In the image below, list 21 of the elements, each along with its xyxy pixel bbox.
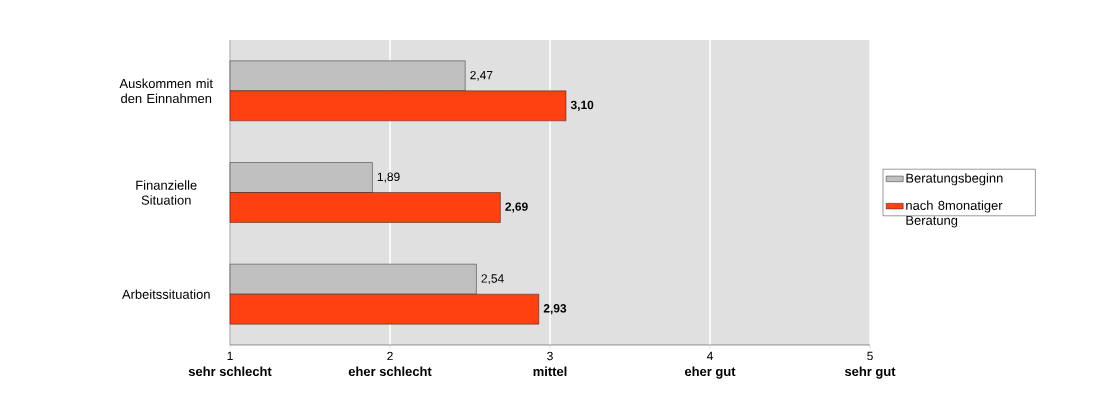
data-label: 3,10 xyxy=(570,100,594,111)
x-tick-label: 4 xyxy=(706,351,713,360)
text: eher gut xyxy=(684,366,736,379)
text: sehr gut xyxy=(844,366,896,379)
y-tick-label: Arbeitssituation xyxy=(121,289,210,299)
legend-label: Beratungsbeginn xyxy=(906,173,1003,186)
data-label: 2,54 xyxy=(481,274,504,285)
data-label: 2,69 xyxy=(505,202,528,213)
x-tick-label: 1 xyxy=(227,351,233,360)
text: eher schlecht xyxy=(348,366,432,377)
x-tick-label: 3 xyxy=(547,351,553,361)
text: mittel xyxy=(533,366,567,377)
x-tick-label: 5 xyxy=(867,351,873,361)
y-tick-label: Auskommen mit den Einnahmen xyxy=(119,78,213,104)
data-label: 1,89 xyxy=(377,172,400,183)
text: sehr schlecht xyxy=(188,366,272,377)
legend-label: nach 8monatiger Beratung xyxy=(906,200,1003,228)
data-label: 2,93 xyxy=(543,304,567,315)
data-label: 2,47 xyxy=(470,70,493,81)
x-tick-label: 2 xyxy=(387,351,393,361)
y-tick-label: Finanzielle Situation xyxy=(136,180,197,205)
